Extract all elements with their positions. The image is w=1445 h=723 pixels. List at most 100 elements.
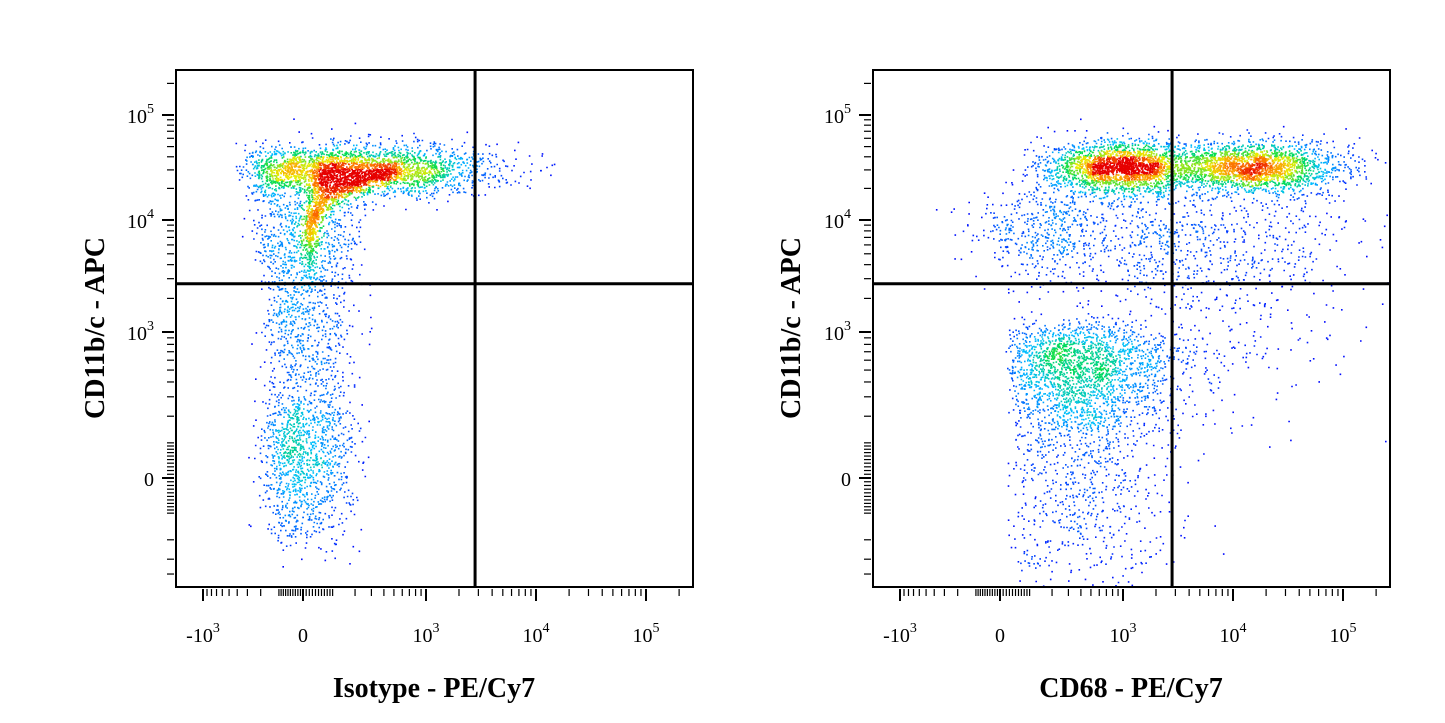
event-dots bbox=[312, 162, 362, 176]
event-dots bbox=[342, 168, 349, 176]
event-dots bbox=[1200, 156, 1208, 164]
event-dots bbox=[312, 162, 368, 224]
event-dots bbox=[1146, 156, 1153, 164]
x-tick-label: -103 bbox=[186, 621, 220, 647]
event-dots bbox=[1052, 156, 1220, 367]
event-dots bbox=[301, 216, 308, 222]
event-dots bbox=[1284, 162, 1291, 170]
event-dots bbox=[1176, 174, 1207, 182]
event-dots bbox=[1206, 150, 1256, 181]
event-dots bbox=[408, 162, 416, 181]
y-tick-label: 104 bbox=[127, 207, 154, 233]
event-dots bbox=[1092, 151, 1226, 182]
ticks-isotype: -103 0 103 104 105 0 103 104 105 bbox=[127, 82, 680, 647]
event-dots bbox=[1152, 162, 1160, 170]
event-dots bbox=[1218, 175, 1226, 182]
x-tick-label: 103 bbox=[413, 621, 440, 647]
event-dots bbox=[247, 151, 470, 510]
event-dots bbox=[1278, 168, 1286, 176]
ticks-cd68: -103 0 103 104 105 0 103 104 105 bbox=[824, 82, 1377, 647]
event-dots bbox=[324, 162, 344, 193]
event-dots bbox=[1074, 156, 1081, 164]
x-tick-label: 104 bbox=[1220, 621, 1247, 647]
event-dots bbox=[330, 156, 338, 164]
event-dots bbox=[1106, 156, 1112, 163]
event-dots bbox=[1194, 156, 1201, 176]
event-dots bbox=[1098, 156, 1118, 164]
event-dots bbox=[1069, 162, 1130, 188]
event-dots bbox=[312, 162, 374, 182]
event-dots bbox=[1047, 369, 1052, 374]
event-dots bbox=[348, 162, 356, 170]
event-dots bbox=[320, 216, 325, 224]
event-dots bbox=[294, 162, 302, 169]
event-dots bbox=[1141, 156, 1148, 164]
event-dots bbox=[1242, 162, 1304, 187]
event-dots bbox=[270, 168, 319, 242]
event-dots bbox=[1104, 156, 1160, 182]
event-dots bbox=[1260, 156, 1268, 164]
y-tick-label: 103 bbox=[824, 319, 851, 345]
event-dots bbox=[330, 168, 398, 194]
plot-frame-cd68 bbox=[872, 69, 1391, 588]
event-dots bbox=[312, 186, 320, 194]
event-dots bbox=[265, 163, 278, 176]
plot-frame-isotype bbox=[175, 69, 694, 588]
event-dots bbox=[300, 215, 308, 218]
event-dots bbox=[1272, 174, 1279, 182]
event-dots bbox=[1254, 162, 1268, 176]
event-dots bbox=[1153, 156, 1190, 188]
event-dots bbox=[288, 450, 294, 458]
event-dots bbox=[288, 174, 296, 182]
event-dots bbox=[1104, 150, 1112, 158]
event-dots bbox=[1092, 156, 1154, 176]
event-dots bbox=[1250, 156, 1274, 164]
event-dots bbox=[342, 157, 349, 164]
event-dots bbox=[330, 198, 338, 206]
event-dots bbox=[1236, 168, 1244, 176]
event-dots bbox=[288, 156, 296, 164]
y-tick-label: 104 bbox=[824, 207, 851, 233]
event-dots bbox=[1080, 156, 1088, 163]
event-dots bbox=[282, 438, 312, 469]
x-axis-title-cd68: CD68 - PE/Cy7 bbox=[1039, 673, 1223, 704]
event-dots bbox=[402, 162, 410, 182]
event-dots bbox=[1164, 156, 1171, 175]
event-dots bbox=[1260, 168, 1268, 176]
y-axis-title-cd68: CD11b/c - APC bbox=[776, 237, 807, 419]
event-dots bbox=[1092, 156, 1166, 182]
event-dots bbox=[300, 240, 308, 247]
event-dots bbox=[318, 186, 326, 194]
event-dots bbox=[306, 204, 326, 230]
event-dots bbox=[1128, 180, 1136, 188]
plot-area-cd68 bbox=[873, 70, 1390, 587]
event-dots bbox=[1260, 174, 1268, 182]
event-dots bbox=[420, 175, 427, 182]
event-dots bbox=[318, 210, 325, 218]
x-tick-label: -103 bbox=[883, 621, 917, 647]
event-dots bbox=[294, 156, 302, 164]
event-dots bbox=[1206, 162, 1214, 170]
event-dots bbox=[1296, 169, 1304, 175]
event-dots bbox=[1098, 150, 1106, 158]
x-tick-label: 104 bbox=[523, 621, 550, 647]
event-dots bbox=[324, 186, 332, 194]
event-dots bbox=[360, 180, 368, 187]
x-tick-label: 103 bbox=[1110, 621, 1137, 647]
event-dots bbox=[1242, 162, 1250, 169]
event-dots bbox=[318, 162, 386, 170]
event-dots bbox=[1146, 174, 1153, 181]
event-dots bbox=[1140, 150, 1172, 170]
x-tick-label: 0 bbox=[995, 625, 1005, 647]
y-tick-label: 105 bbox=[127, 102, 154, 128]
event-dots bbox=[402, 156, 416, 164]
event-dots bbox=[1254, 152, 1292, 176]
event-dots bbox=[288, 180, 296, 187]
plot-area-isotype bbox=[176, 70, 693, 587]
event-dots bbox=[312, 181, 320, 188]
event-dots bbox=[306, 186, 314, 194]
event-dots bbox=[306, 162, 320, 242]
event-dots bbox=[1302, 169, 1310, 175]
x-axis-title-isotype: Isotype - PE/Cy7 bbox=[333, 673, 535, 704]
